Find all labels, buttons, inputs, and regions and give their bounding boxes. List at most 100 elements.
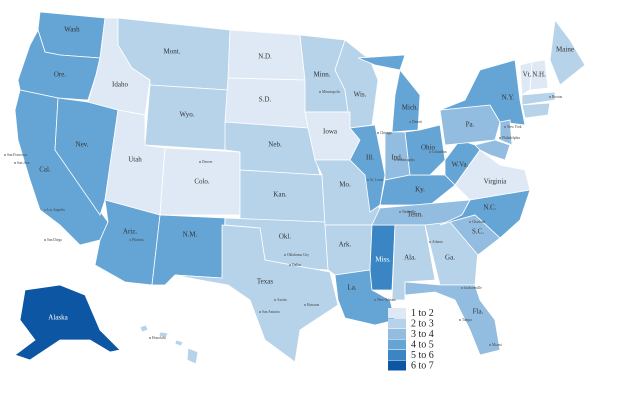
state-label: S.C.: [472, 228, 484, 236]
city-label: Denver: [202, 160, 213, 164]
state: [139, 324, 199, 365]
state: [521, 91, 556, 106]
city-dot: [549, 96, 551, 98]
state-label: Kan.: [273, 191, 287, 199]
state: [174, 224, 339, 363]
state-label: Idaho: [112, 81, 128, 89]
state-label: Neb.: [268, 141, 282, 149]
city-label: Houston: [307, 303, 319, 307]
state: [14, 284, 121, 361]
legend-swatch: [388, 308, 406, 318]
state-label: Wyo.: [180, 111, 195, 119]
state: [37, 11, 106, 59]
city-dot: [44, 239, 46, 241]
city-label: Atlanta: [432, 240, 443, 244]
state-label: Mo.: [339, 181, 351, 189]
legend-label: 2 to 3: [411, 318, 434, 329]
state-label: Ore.: [54, 71, 66, 79]
city-dot: [429, 151, 431, 153]
city-dot: [461, 287, 463, 289]
city-label: Philadelphia: [502, 136, 520, 140]
city-label: Honolulu: [152, 336, 166, 340]
legend-swatch: [388, 329, 406, 339]
state-label: Virginia: [484, 178, 508, 186]
city-label: Miami: [492, 343, 502, 347]
state-label: N.Y.: [502, 94, 515, 102]
state-label: Ill.: [366, 154, 374, 162]
state: [449, 214, 501, 256]
city-label: Columbus: [432, 150, 447, 154]
city-dot: [129, 239, 131, 241]
city-label: San Antonio: [262, 310, 280, 314]
state-label: Ga.: [445, 254, 455, 262]
state-label: W.Va.: [452, 161, 469, 169]
state-label: Mich.: [402, 104, 419, 112]
city-label: New Orleans: [377, 298, 396, 302]
state: [357, 54, 421, 133]
state: [439, 59, 526, 126]
state-label: Utah: [128, 156, 142, 164]
legend-label: 3 to 4: [411, 329, 434, 340]
city-label: Oklahoma City: [287, 253, 309, 257]
legend-swatch: [388, 350, 406, 360]
city-label: Jacksonville: [464, 286, 482, 290]
city-label: Phoenix: [132, 238, 144, 242]
city-dot: [489, 344, 491, 346]
state-label: Wis.: [354, 91, 367, 99]
state-label: S.D.: [259, 96, 272, 104]
state: [94, 199, 161, 286]
state-label: Colo.: [194, 178, 210, 186]
city-dot: [377, 132, 379, 134]
state-label: Nev.: [76, 141, 89, 149]
state-label: La.: [347, 284, 356, 292]
city-label: Los Angeles: [47, 208, 65, 212]
city-dot: [459, 319, 461, 321]
city-label: Austin: [277, 298, 287, 302]
city-dot: [14, 162, 16, 164]
state: [324, 224, 373, 276]
city-label: Boston: [552, 95, 562, 99]
state-label: Wash: [64, 26, 80, 34]
state-label: Tenn.: [407, 211, 423, 219]
legend: 1 to 22 to 33 to 44 to 55 to 66 to 7: [388, 308, 434, 371]
state-label: Fla.: [473, 308, 484, 316]
state: [529, 59, 549, 91]
legend-label: 4 to 5: [411, 339, 434, 350]
legend-label: 5 to 6: [411, 350, 434, 361]
city-label: Charlotte: [472, 220, 486, 224]
state-label: Ind.: [391, 154, 402, 162]
state: [549, 18, 586, 86]
state-label: Texas: [257, 278, 274, 286]
city-dot: [319, 91, 321, 93]
state-label: Vt.: [523, 71, 532, 79]
state: [404, 281, 501, 356]
state: [521, 102, 551, 119]
city-label: San Francisco: [7, 153, 27, 157]
city-label: Dallas: [292, 263, 302, 267]
city-dot: [274, 299, 276, 301]
city-label: New York: [507, 125, 522, 129]
city-dot: [374, 299, 376, 301]
state: [151, 214, 226, 286]
city-label: Chicago: [380, 131, 392, 135]
city-label: Detroit: [412, 120, 422, 124]
city-dot: [469, 221, 471, 223]
city-dot: [304, 304, 306, 306]
state-label: N.H.: [532, 71, 546, 79]
state: [17, 28, 101, 101]
city-dot: [199, 161, 201, 163]
state: [474, 139, 511, 161]
cities: Minneapolis Chicago Detroit Indianapolis Col…: [4, 90, 562, 347]
state-label: Okl.: [279, 233, 292, 241]
legend-label: 1 to 2: [411, 308, 434, 319]
state-labels: Wash Ore. Cal. Nev. Idaho Mont. Wyo. Utah Colo. A…: [39, 26, 574, 322]
city-dot: [429, 241, 431, 243]
state: [349, 124, 386, 213]
state-label: N.D.: [258, 53, 272, 61]
state-label: N.C.: [483, 204, 496, 212]
city-dot: [289, 264, 291, 266]
city-label: St. Louis: [370, 178, 384, 182]
city-dot: [259, 311, 261, 313]
city-label: San Diego: [47, 238, 62, 242]
state-label: Pa.: [466, 121, 475, 129]
